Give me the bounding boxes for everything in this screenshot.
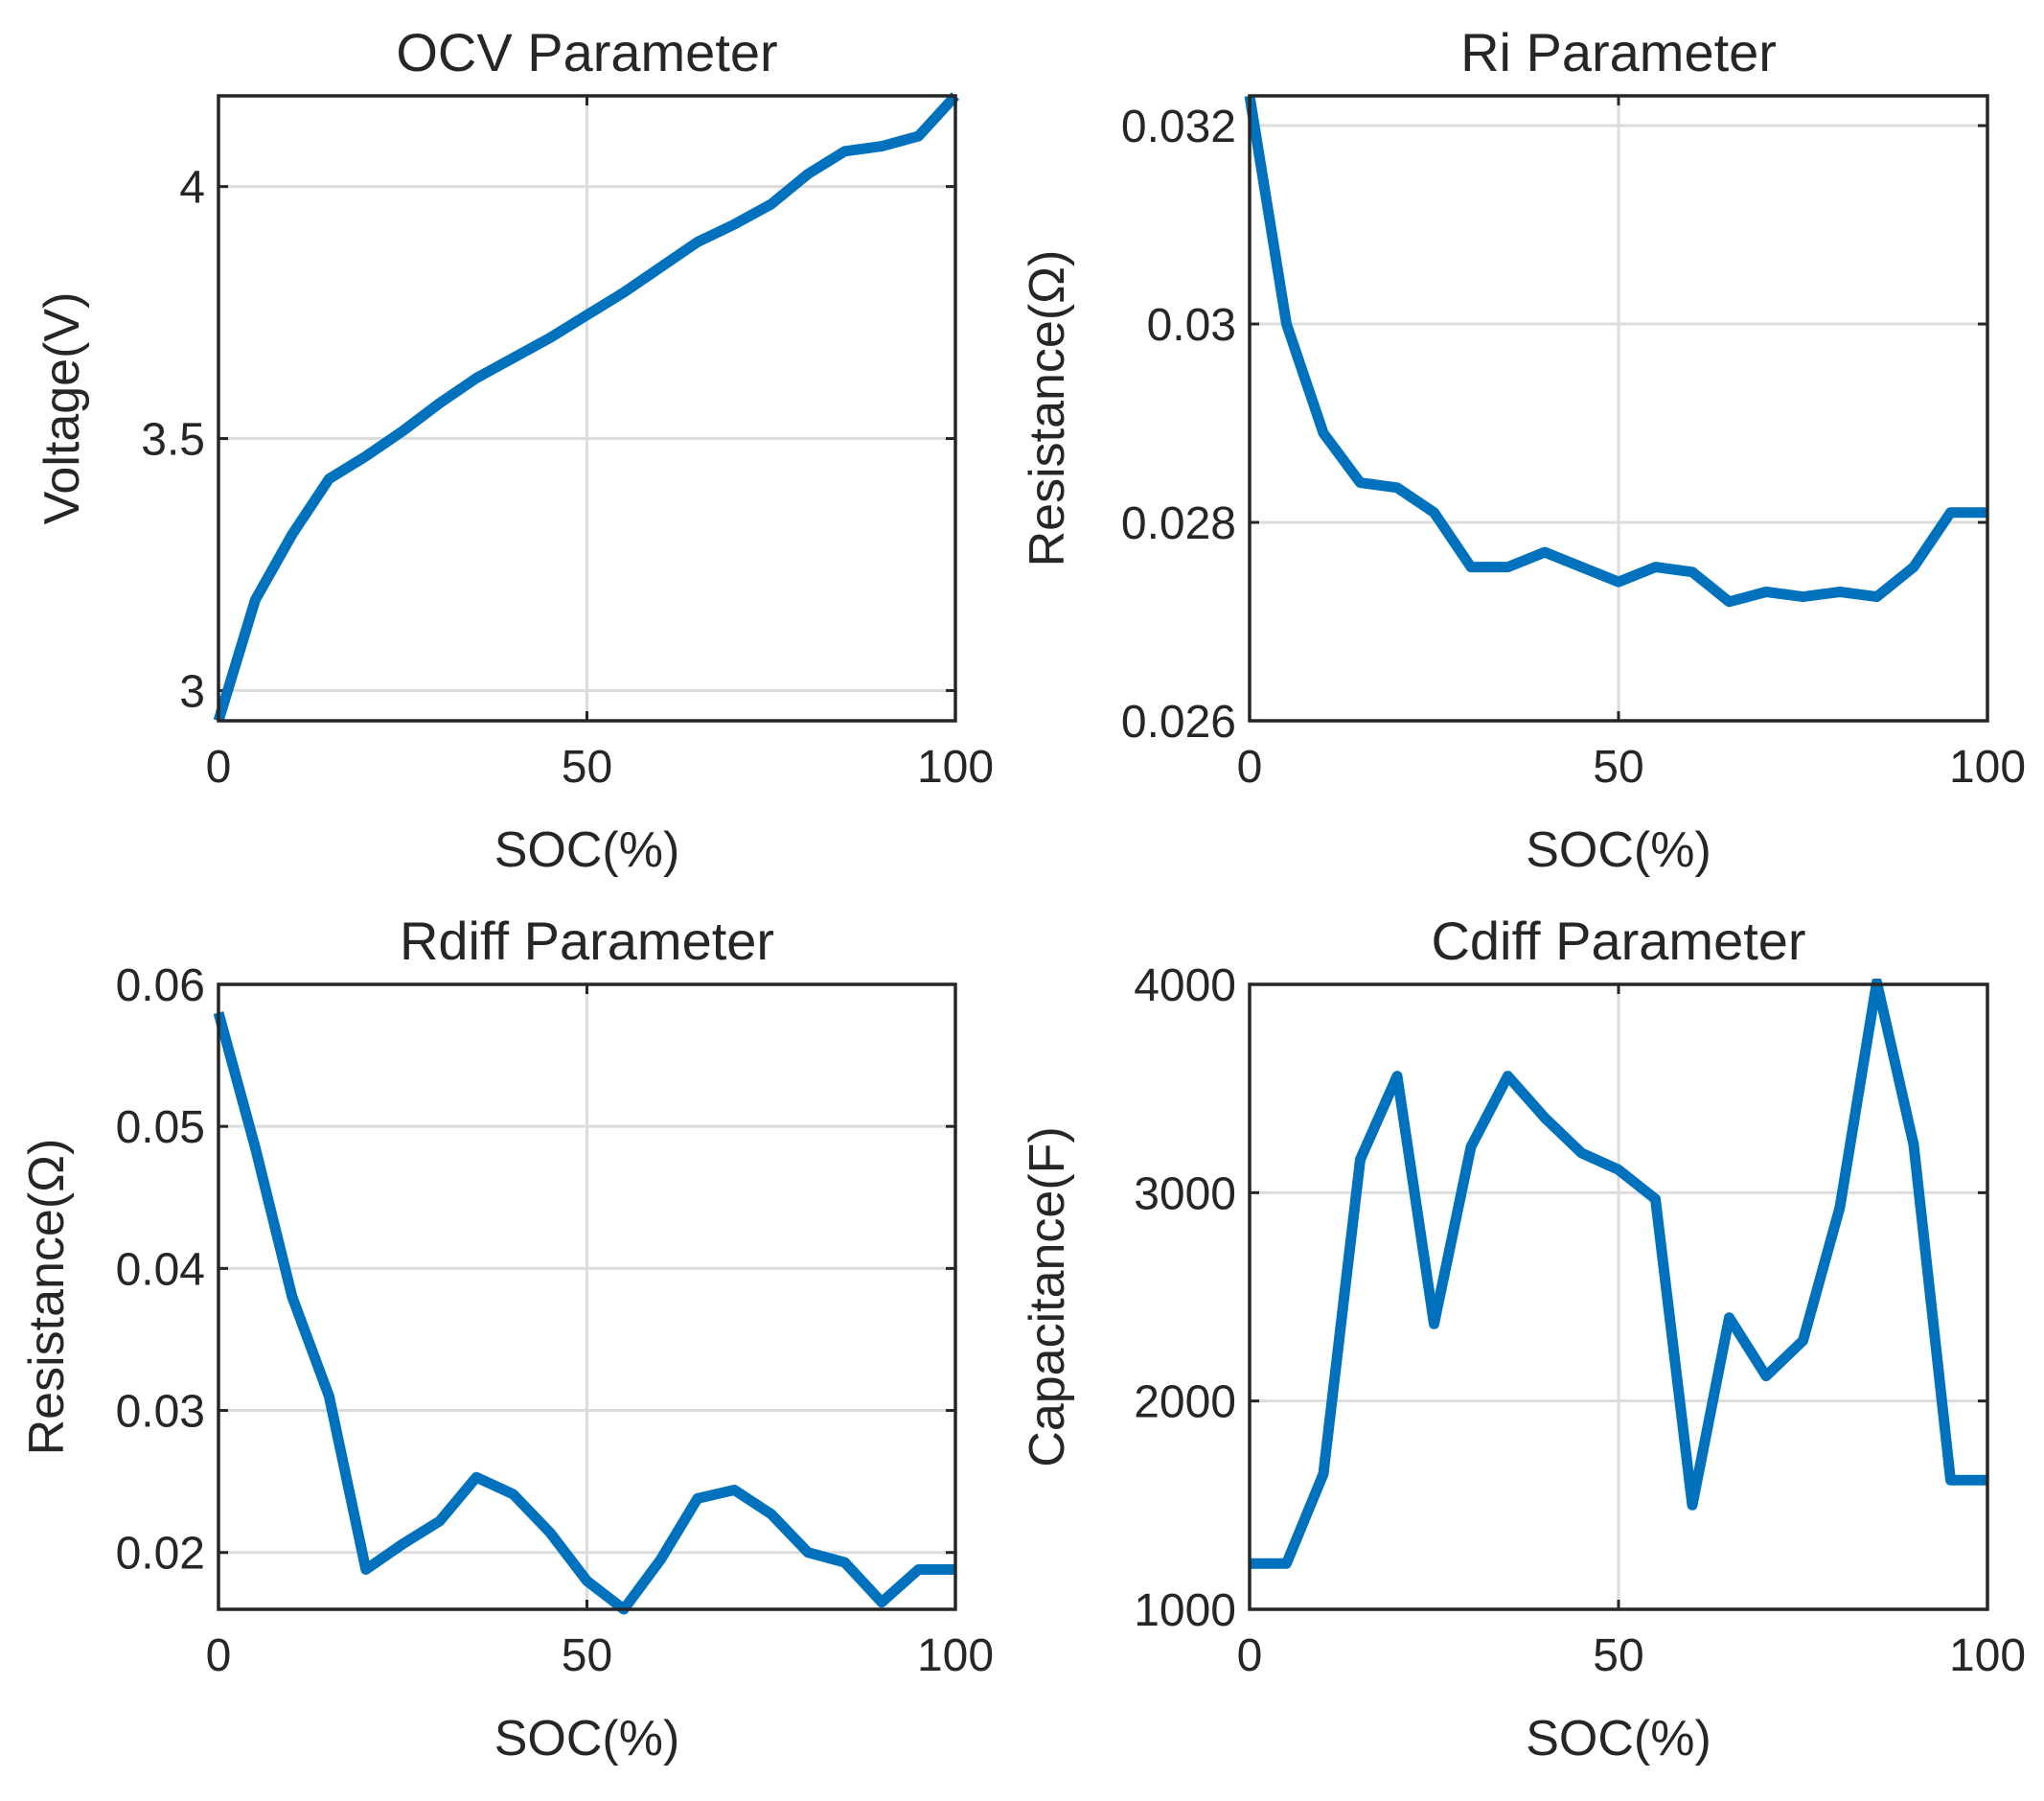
x-tick-label: 0 [206,1630,232,1681]
y-tick-label: 0.02 [116,1529,205,1580]
x-axis-label: SOC(%) [1526,822,1711,878]
x-axis-label: SOC(%) [494,822,680,878]
x-axis-label: SOC(%) [1526,1711,1711,1766]
x-tick-label: 50 [562,1630,612,1681]
y-tick-label: 0.05 [116,1102,205,1153]
y-tick-label: 0.04 [116,1244,205,1295]
x-tick-label: 100 [917,1630,994,1681]
y-tick-label: 2000 [1134,1377,1236,1428]
y-tick-label: 3.5 [141,415,205,466]
x-tick-label: 100 [1949,742,2026,793]
y-axis-label: Resistance(Ω) [1020,250,1075,567]
chart-cdiff: 0 50 100 1000 2000 3000 4000 Cdiff Parameter SOC… [1020,911,2026,1766]
series-line-ri [1244,95,1987,608]
x-tick-label: 0 [1237,1630,1263,1681]
chart-ocv: 0 50 100 3 3.5 4 OCV Parameter SOC(%) Voltage(V) [34,22,994,878]
chart-rdiff: 0 50 100 0.02 0.03 0.04 0.05 0.06 Rdiff Paramete… [19,911,994,1766]
y-tick-label: 3 [179,666,205,717]
y-tick-label: 1000 [1134,1585,1236,1636]
y-tick-label: 4 [179,163,205,214]
x-tick-label: 0 [206,742,232,793]
y-tick-label: 4000 [1134,960,1236,1011]
series-line-ocv [213,92,960,723]
chart-title: Ri Parameter [1460,22,1777,82]
axes-frame [1248,982,1989,1611]
y-axis-label: Voltage(V) [34,292,90,525]
x-tick-label: 100 [1949,1630,2026,1681]
y-tick-label: 0.03 [116,1387,205,1438]
x-tick-label: 50 [1593,742,1643,793]
axes-frame [1248,94,1989,723]
axes-frame [217,982,957,1611]
chart-title: OCV Parameter [396,22,777,82]
y-axis-label: Resistance(Ω) [19,1139,75,1456]
y-tick-label: 0.032 [1121,102,1236,152]
chart-title: Cdiff Parameter [1431,911,1805,971]
chart-title: Rdiff Parameter [400,911,774,971]
x-axis-label: SOC(%) [494,1711,680,1766]
y-tick-label: 0.03 [1147,300,1236,351]
y-tick-label: 0.026 [1121,697,1236,748]
chart-ri: 0 50 100 0.026 0.028 0.03 0.032 Ri Parameter SOC… [1020,22,2026,878]
x-tick-label: 50 [562,742,612,793]
y-tick-label: 0.06 [116,960,205,1011]
y-axis-label: Capacitance(F) [1020,1126,1075,1466]
y-tick-label: 3000 [1134,1168,1236,1219]
axes-frame [217,94,957,723]
series-line-rdiff [213,1011,955,1615]
x-tick-label: 100 [917,742,994,793]
x-tick-label: 50 [1593,1630,1643,1681]
series-line-cdiff [1250,979,1987,1569]
y-tick-label: 0.028 [1121,498,1236,549]
x-tick-label: 0 [1237,742,1263,793]
